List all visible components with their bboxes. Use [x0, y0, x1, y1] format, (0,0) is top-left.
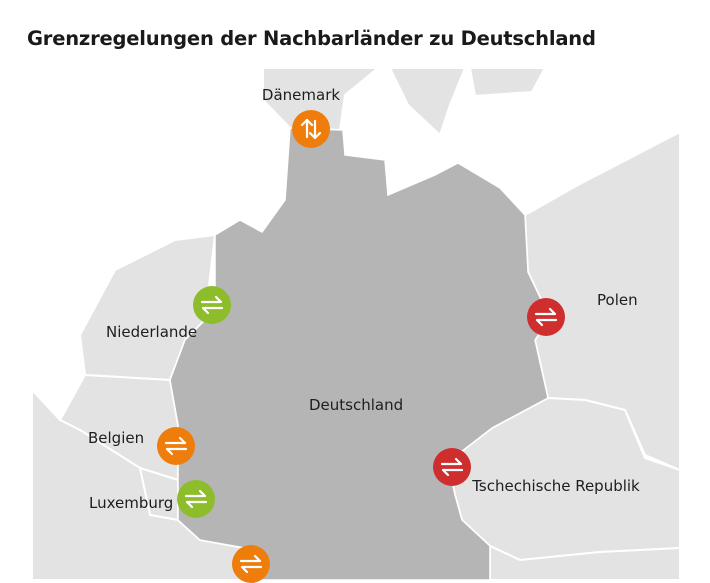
marker-france[interactable] — [232, 545, 270, 583]
arrows-vertical-icon — [300, 118, 322, 140]
label-denmark: Dänemark — [261, 86, 341, 104]
marker-belgium[interactable] — [157, 427, 195, 465]
marker-poland[interactable] — [527, 298, 565, 336]
label-belgium: Belgien — [88, 429, 145, 447]
arrows-horizontal-icon — [440, 457, 464, 477]
label-czech: Tschechische Republik — [472, 477, 640, 495]
arrows-horizontal-icon — [164, 436, 188, 456]
marker-luxembourg[interactable] — [177, 480, 215, 518]
page-title: Grenzregelungen der Nachbarländer zu Deu… — [27, 27, 596, 50]
denmark-island — [389, 67, 466, 136]
arrows-horizontal-icon — [534, 307, 558, 327]
austria-region — [489, 545, 681, 580]
marker-czech[interactable] — [433, 448, 471, 486]
marker-denmark[interactable] — [292, 110, 330, 148]
label-luxembourg: Luxemburg — [89, 494, 174, 512]
denmark-island-2 — [469, 67, 546, 97]
arrows-horizontal-icon — [239, 554, 263, 574]
label-poland: Polen — [597, 291, 638, 309]
label-netherlands: Niederlande — [106, 323, 198, 341]
marker-netherlands[interactable] — [193, 286, 231, 324]
arrows-horizontal-icon — [200, 295, 224, 315]
label-germany: Deutschland — [309, 396, 404, 414]
arrows-horizontal-icon — [184, 489, 208, 509]
